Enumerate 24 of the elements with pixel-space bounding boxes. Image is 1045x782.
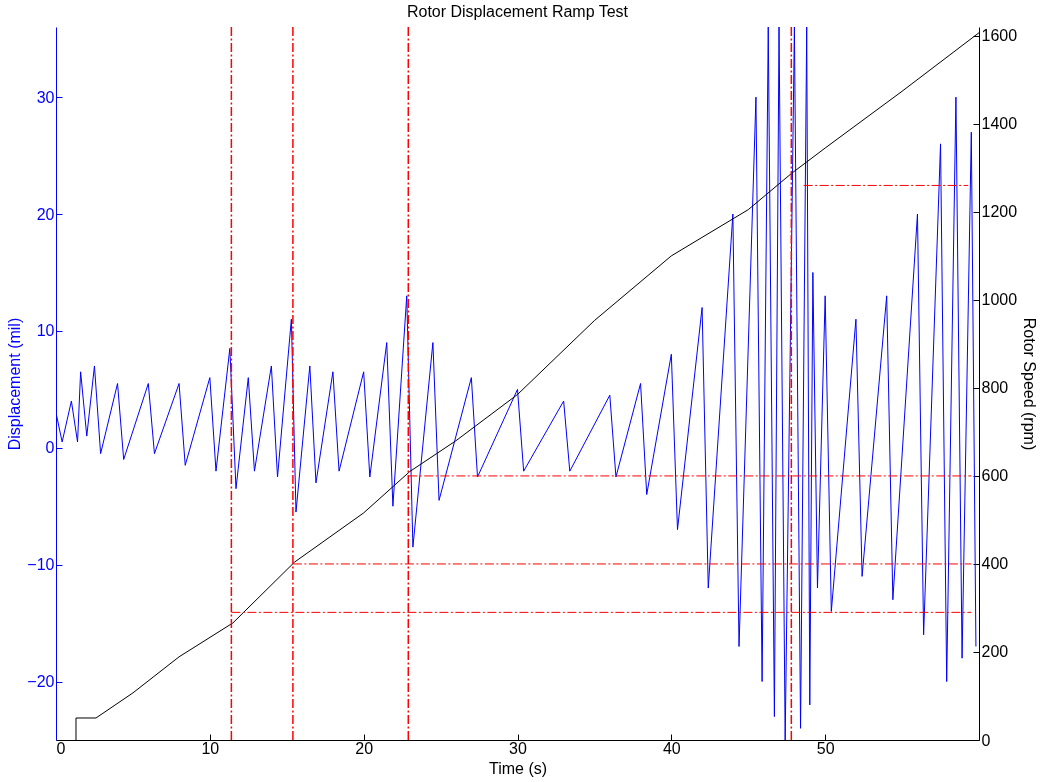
y2-tick-label: 800 [981, 379, 1009, 397]
x-tick-label: 20 [355, 739, 374, 757]
y-tick-label: 0 [45, 439, 55, 457]
y2-tick-label: 1400 [981, 115, 1018, 133]
y2-tick-label: 1200 [981, 203, 1018, 221]
x-tick-label: 0 [56, 739, 66, 757]
y-tick-label: 30 [36, 88, 55, 106]
x-tick-label: 10 [201, 739, 220, 757]
y2-tick-label: 600 [981, 467, 1009, 485]
chart-title: Rotor Displacement Ramp Test [406, 3, 629, 21]
y2-tick-label: 200 [981, 643, 1009, 661]
y2-tick-label: 1600 [981, 27, 1018, 45]
y-tick-label: −20 [27, 673, 55, 691]
x-tick-label: 50 [816, 739, 835, 757]
y-axis-title: Displacement (mil) [6, 317, 24, 451]
y-tick-label: 20 [36, 205, 55, 223]
x-axis-title: Time (s) [488, 759, 548, 777]
y2-tick-label: 1000 [981, 291, 1018, 309]
x-tick-label: 30 [509, 739, 527, 757]
y2-axis-title: Rotor Speed (rpm) [1021, 317, 1039, 451]
y-tick-label: −10 [27, 556, 55, 574]
y-tick-label: 10 [36, 322, 55, 340]
x-tick-label: 40 [662, 739, 681, 757]
y2-tick-label: 400 [981, 555, 1009, 573]
